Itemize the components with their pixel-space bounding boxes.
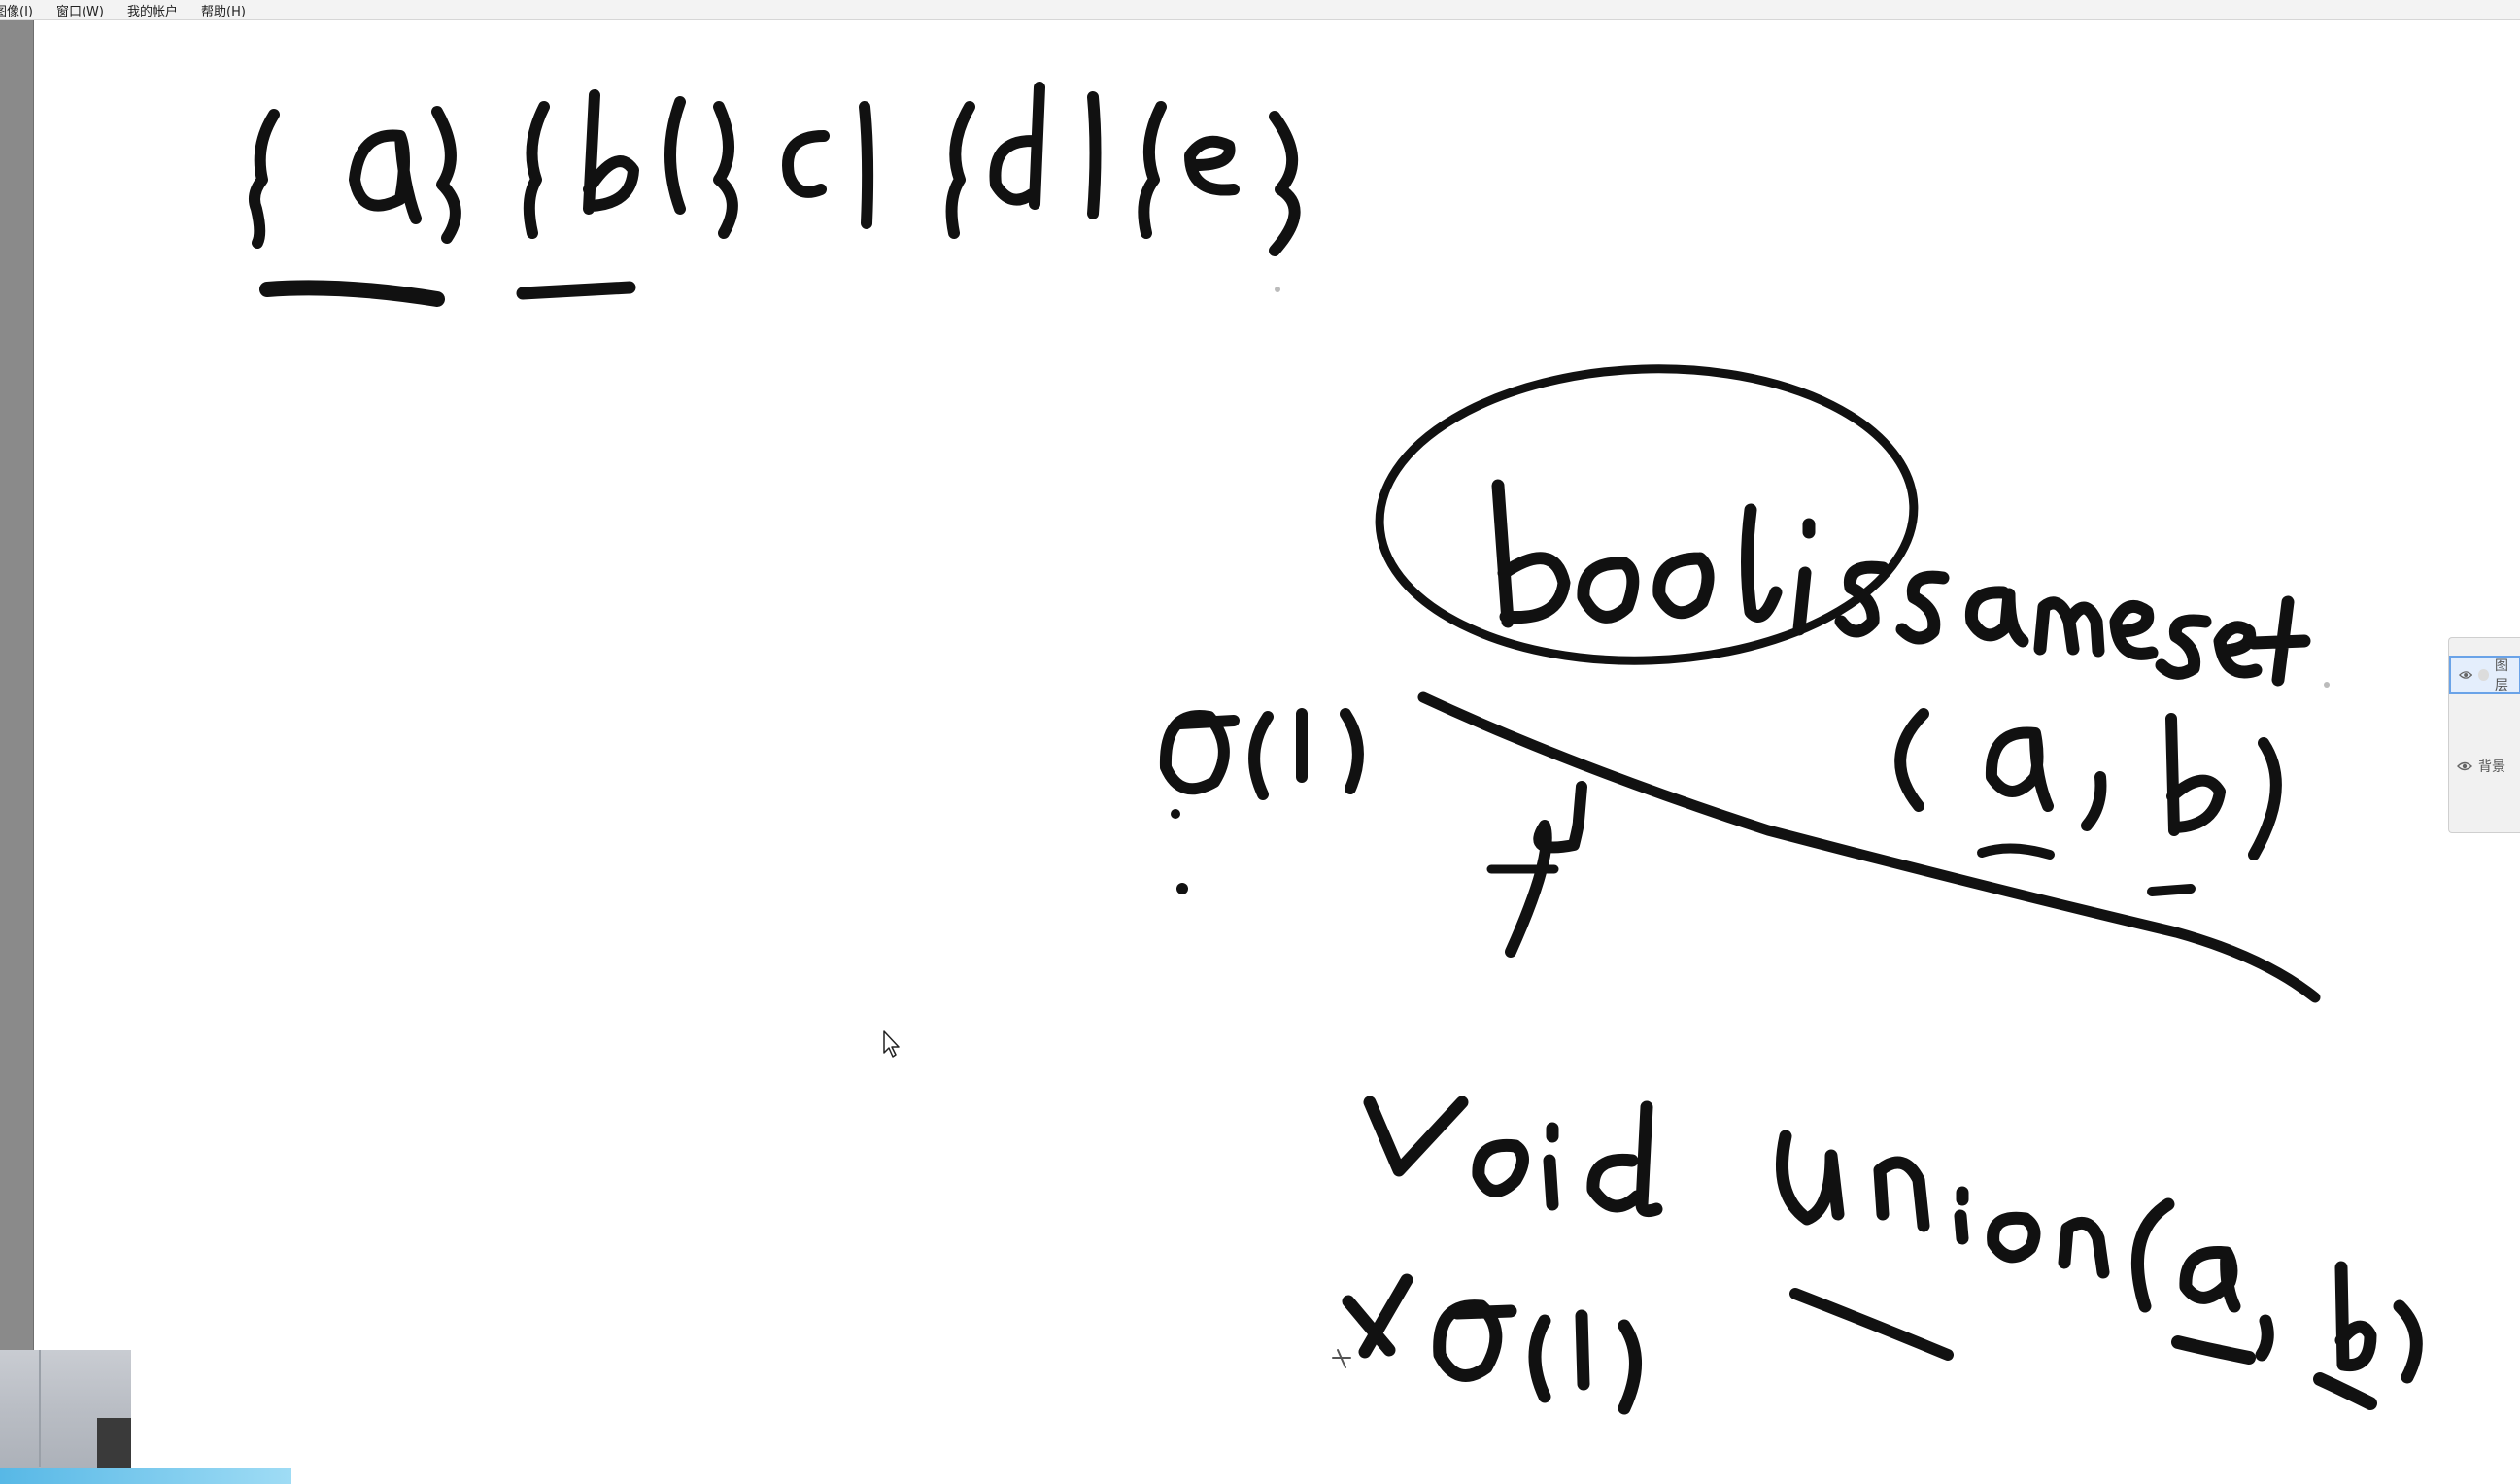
menu-my-account[interactable]: 我的帐户 [126, 4, 178, 19]
menu-image[interactable]: 图像(I) [0, 4, 33, 19]
taskbar-sliver [0, 1468, 291, 1484]
drawing-canvas[interactable] [34, 20, 2520, 1484]
webcam-thumbnail [0, 1350, 131, 1484]
ink-issameset-word [1792, 518, 2330, 688]
ink-x-o1 [1332, 1273, 1642, 1415]
ink-underline-a [259, 280, 445, 307]
menu-window[interactable]: 窗口(W) [55, 4, 104, 19]
ink-params-ab [1894, 708, 2282, 896]
ink-sets-line [249, 82, 1301, 292]
ink-check-mark [1505, 781, 1587, 958]
handwriting-layer [249, 82, 2423, 1415]
ink-o1-left [1159, 708, 1364, 894]
layer-thumbnail [2478, 669, 2489, 681]
left-tool-strip [0, 20, 34, 1353]
arrow-cursor-icon [883, 1030, 900, 1058]
layer-label: 图层 [2495, 658, 2508, 693]
ink-underline-b [516, 281, 636, 300]
ink-slash-line [1417, 691, 2321, 1003]
eye-icon[interactable] [2457, 759, 2472, 774]
ink-circle [1375, 364, 1919, 665]
webcam-door-edge [39, 1350, 41, 1467]
layer-row-background[interactable]: 背景 [2449, 747, 2520, 786]
ink-void-union [1363, 1096, 2423, 1410]
layers-panel: 图层 背景 [2448, 637, 2520, 833]
menu-bar: 图像(I) 窗口(W) 我的帐户 帮助(H) [0, 0, 2520, 20]
menu-help[interactable]: 帮助(H) [201, 4, 246, 19]
ink-bool-word [1491, 479, 1783, 628]
eye-icon[interactable] [2459, 667, 2473, 683]
layer-row-top[interactable]: 图层 [2449, 656, 2520, 694]
layer-label: 背景 [2478, 759, 2505, 775]
